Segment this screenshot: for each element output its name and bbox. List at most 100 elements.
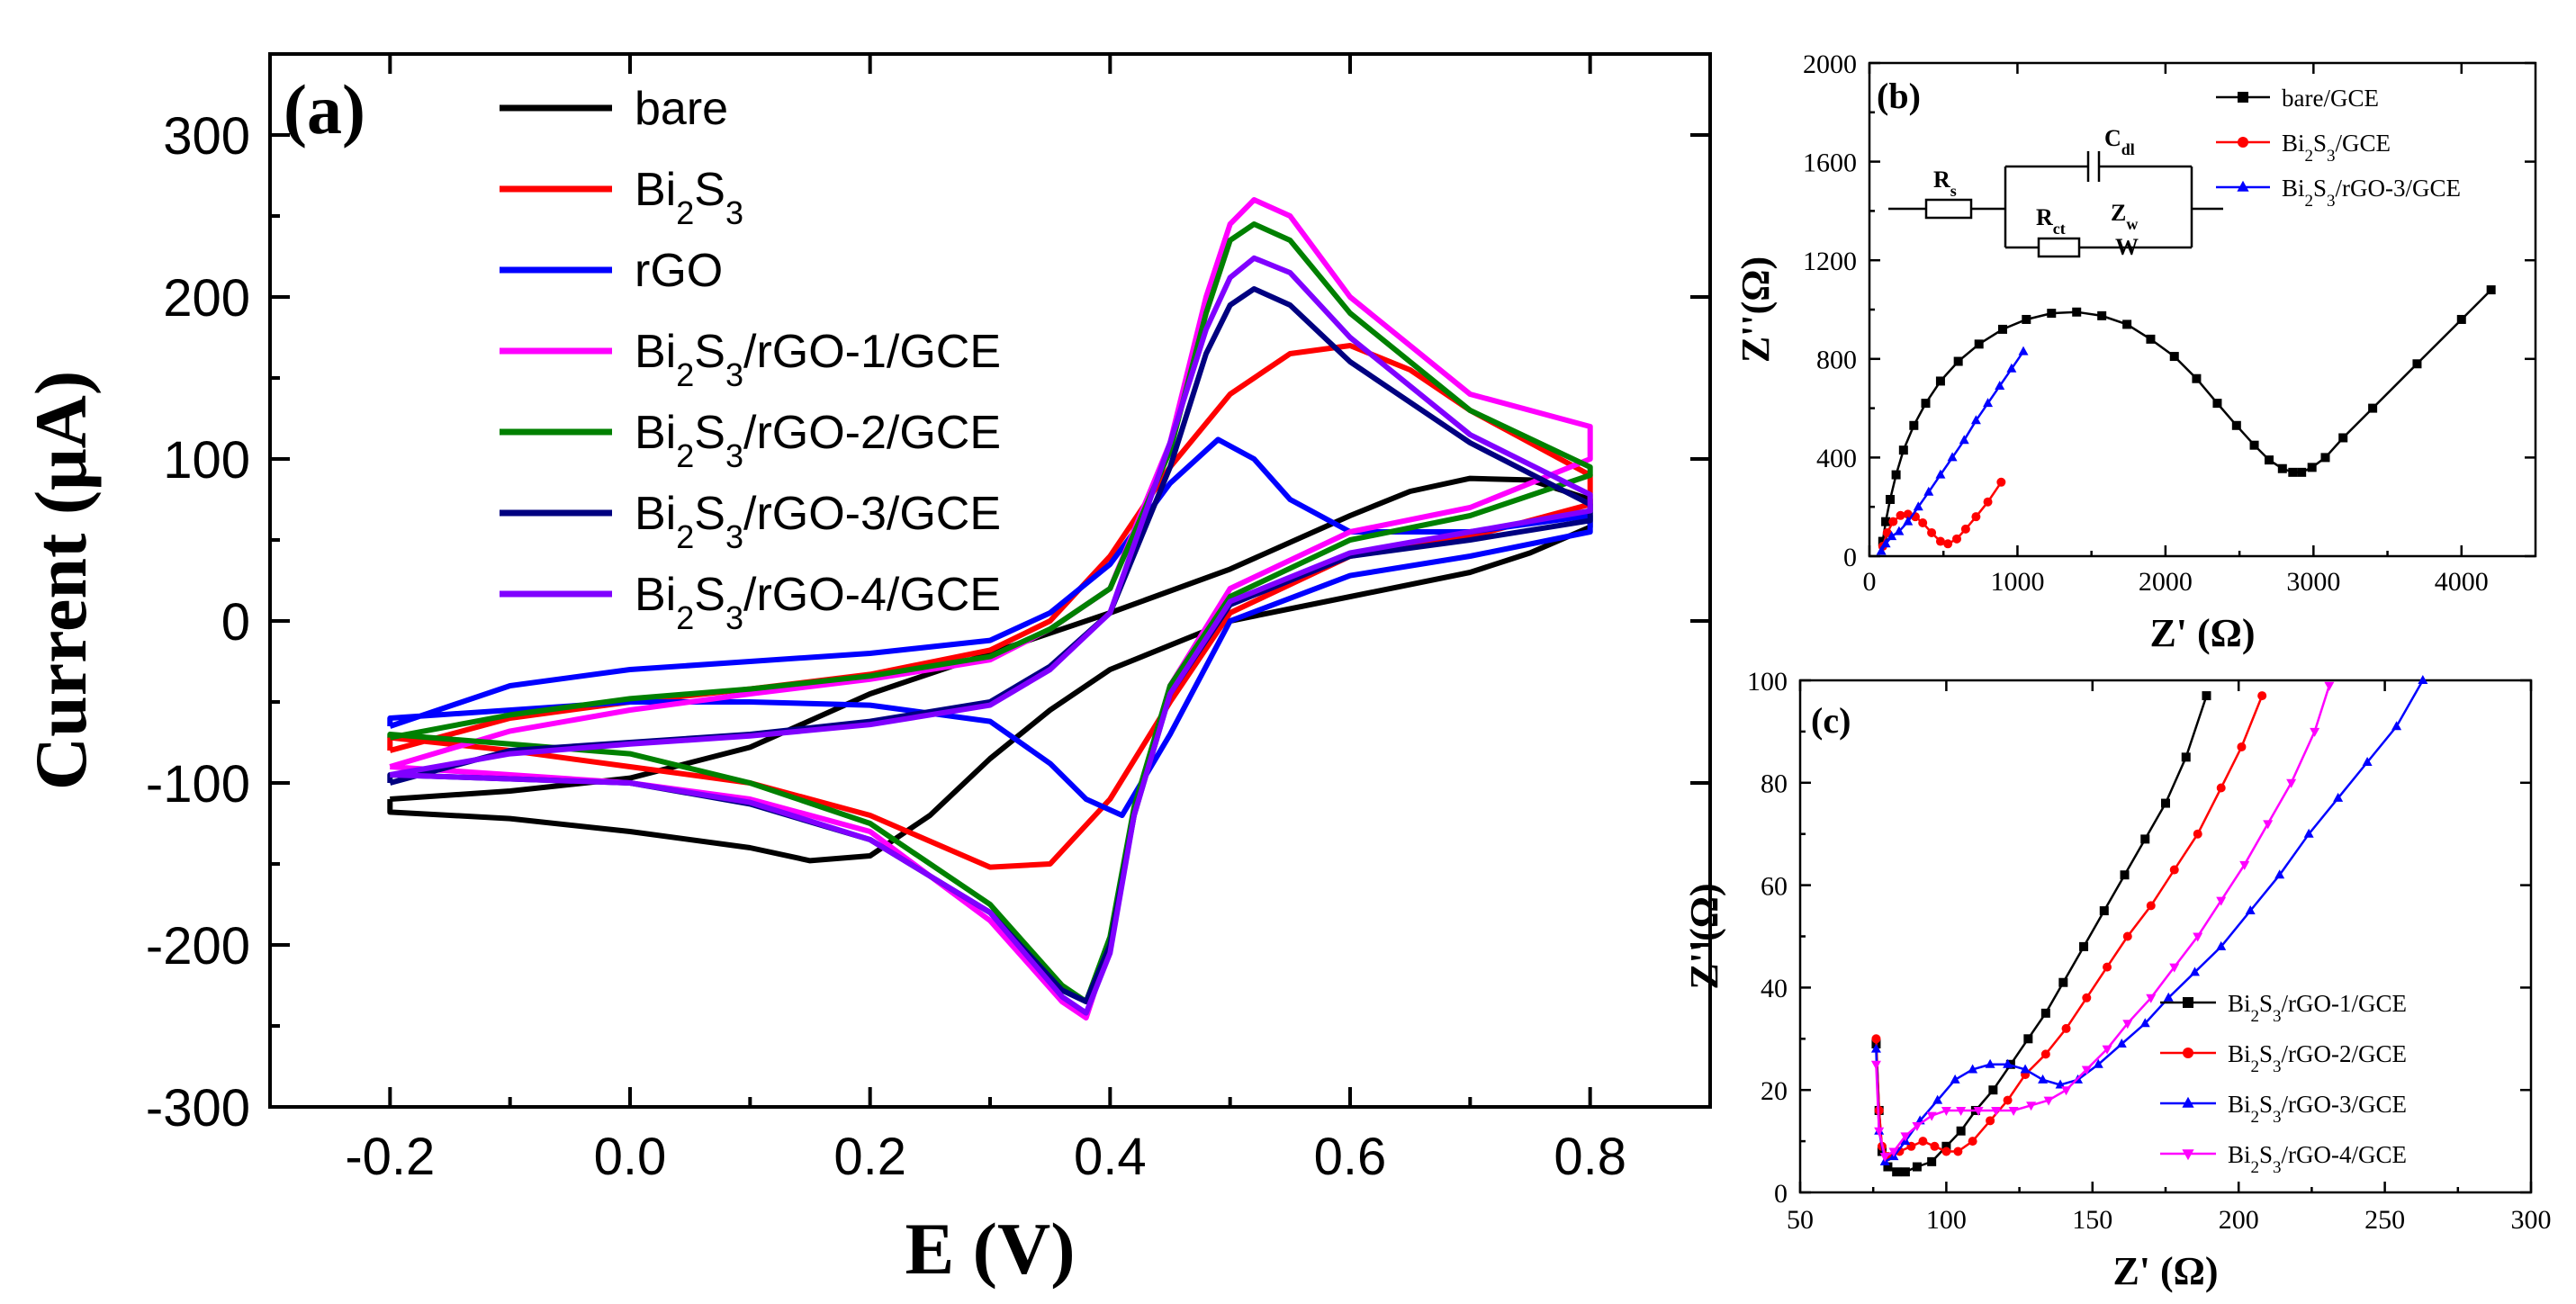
data-point [1950,1074,1960,1084]
data-point [1870,1043,1881,1053]
x-axis-label: Z' (Ω) [2112,1249,2218,1293]
x-tick-label: -0.2 [345,1128,435,1186]
data-point [2169,963,2180,973]
data-point [2297,467,2307,477]
data-point [1953,1147,1963,1156]
equivalent-circuit [1888,151,2223,258]
resistor-rct [2037,237,2081,258]
data-point [2216,940,2227,950]
data-point [2040,1049,2050,1059]
circuit-labels: Rs Cdl Rct ZwW [1933,125,2139,260]
y-tick-label: 0 [221,593,250,652]
series-line [387,221,1593,1004]
data-point [2169,865,2179,875]
legend-entry: Bi2S3/rGO-2/GCE [635,407,1001,474]
x-tick-label: 200 [2219,1205,2259,1235]
data-point [2333,792,2344,802]
legend-entry: Bi2S3/rGO-3/GCE [635,488,1001,555]
x-tick-label: 0.4 [1074,1128,1147,1186]
panel-a-cv-chart: -0.2 0.0 0.2 0.4 0.6 0.8 300 200 100 0 -100 -200 -30… [20,52,1712,1290]
y-tick-label: -100 [146,755,250,814]
data-point [2146,334,2156,344]
data-point [1887,531,1897,541]
data-point [2288,467,2298,477]
x-tick-label: 250 [2364,1205,2405,1235]
data-point [1891,470,1901,480]
series-line [1875,685,2331,1159]
data-point [1882,527,1892,537]
legend-entry: Bi2S3/rGO-3/GCE [2282,175,2461,211]
y-tick-label: -300 [146,1079,250,1138]
legend-entry: Bi2S3/rGO-3/GCE [2228,1091,2407,1127]
data-point [2139,1018,2150,1028]
data-point [2189,967,2200,976]
data-point [2486,285,2496,295]
x-tick-label: 2000 [2139,567,2193,597]
panel-label: (a) [284,70,365,148]
data-point [2237,742,2247,751]
data-point [1876,545,1887,555]
svg-text:Zw: Zw [2111,200,2138,233]
legend: bare Bi2S3 rGO Bi2S3/rGO-1/GCE Bi2S3/rGO-2/G… [500,83,1001,636]
data-point [1947,452,1958,462]
data-point [2072,307,2082,317]
data-point [2277,463,2287,473]
data-point [1932,1094,1943,1104]
legend-marker [2237,180,2249,192]
series-line [1881,289,2492,542]
data-point [1968,1064,1978,1074]
legend-marker [2238,137,2248,148]
data-point [2038,1074,2049,1084]
legend-entry: Bi2S3/rGO-4/GCE [635,569,1001,636]
y-tick-label: 0 [1774,1179,1788,1209]
data-point [1927,1156,1937,1166]
data-point [2097,310,2107,320]
data-point [2140,834,2150,844]
data-point [2274,869,2285,879]
panel-label: (b) [1877,76,1921,116]
data-point [1903,516,1914,526]
data-point [1941,1141,1951,1151]
data-point [1953,356,1963,366]
y-tick-label: 100 [163,431,250,490]
data-point [2307,463,2317,472]
data-point [1900,1167,1910,1177]
data-point [1874,1127,1885,1137]
data-point [2003,1058,2013,1068]
y-tick-label: 80 [1761,769,1788,799]
data-point [1903,509,1913,519]
x-tick-label: 150 [2072,1205,2112,1235]
data-point [2008,1106,2019,1116]
data-point [2263,820,2274,830]
y-tick-label: 400 [1816,444,1857,473]
legend: Bi2S3/rGO-1/GCE Bi2S3/rGO-2/GCE Bi2S3/rGO-… [2160,990,2407,1177]
data-point [1935,376,1945,386]
x-tick-label: 0.6 [1314,1128,1387,1186]
y-axis-label: Z''(Ω) [1682,883,1726,989]
data-point [1896,510,1905,520]
x-tick-label: 4000 [2435,567,2489,597]
plot-frame [1868,61,2537,558]
legend-marker [2183,997,2193,1008]
data-point [1926,1111,1937,1121]
data-point [1918,518,1928,528]
data-point [2456,314,2466,324]
data-point [2020,1064,2031,1074]
data-point [2023,1034,2033,1044]
x-axis-label: Z' (Ω) [2149,611,2255,655]
data-point [1912,1122,1923,1132]
data-point [2231,420,2241,430]
y-tick-label: 1200 [1803,247,1857,276]
legend-entry: Bi2S3/rGO-1/GCE [2228,990,2407,1026]
data-point [2040,1008,2050,1018]
data-point [2216,783,2226,793]
data-point [2303,828,2314,838]
legend-entry: rGO [635,245,723,297]
data-point [1898,445,1908,455]
data-point [2265,455,2274,465]
data-point [2324,681,2335,691]
data-point [2310,727,2320,737]
data-point [2093,1058,2103,1068]
data-point [2192,373,2202,383]
